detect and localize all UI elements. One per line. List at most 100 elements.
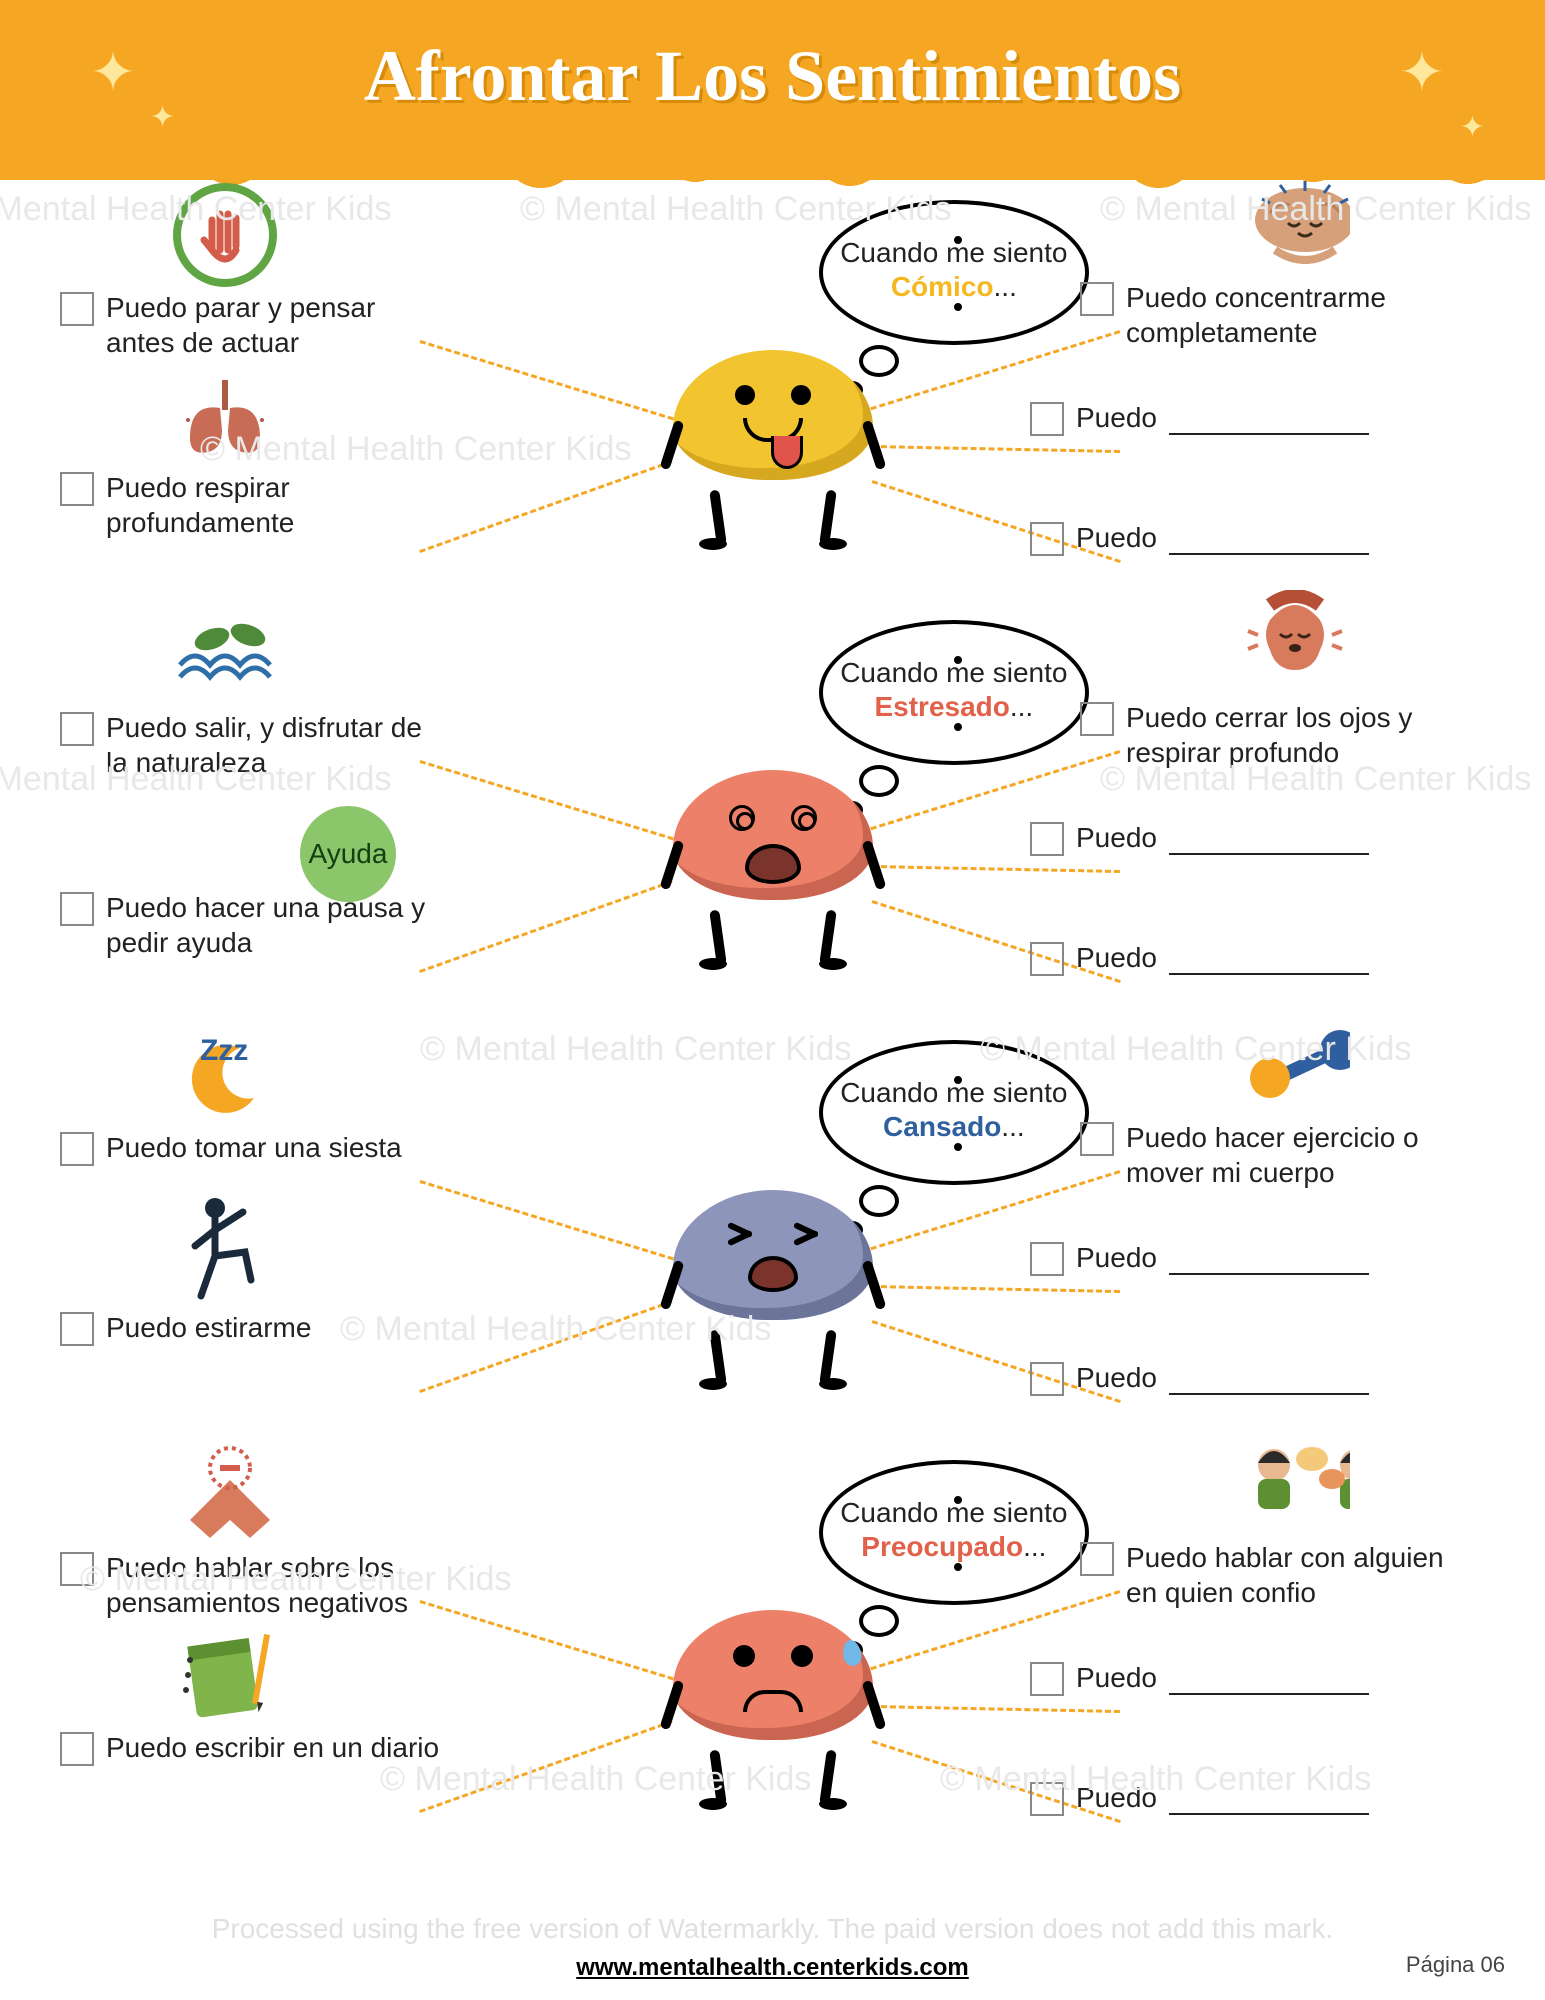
item-text: Puedo <box>1076 940 1369 975</box>
coping-item: Puedo hablar sobre los pensamientos nega… <box>60 1550 440 1620</box>
checkbox[interactable] <box>1030 1362 1064 1396</box>
speech-bubble: Cuando me siento Cómico... <box>819 200 1099 365</box>
coping-item-blank: Puedo <box>1030 1660 1369 1696</box>
checkbox[interactable] <box>60 712 94 746</box>
checkbox[interactable] <box>60 1552 94 1586</box>
ayuda-badge-icon: Ayuda <box>300 806 396 902</box>
coping-item: Puedo estirarme <box>60 1310 311 1346</box>
coping-item: Puedo hacer ejercicio o mover mi cuerpo <box>1080 1120 1460 1190</box>
item-text: Puedo <box>1076 1360 1369 1395</box>
checkbox[interactable] <box>60 1312 94 1346</box>
nature-icon <box>170 600 280 710</box>
sparkle-icon: ✦ <box>1460 110 1485 145</box>
blank-line[interactable] <box>1169 407 1369 435</box>
journal-icon <box>170 1620 280 1730</box>
blank-line[interactable] <box>1169 827 1369 855</box>
svg-text:Zzz: Zzz <box>200 1034 248 1067</box>
item-text: Puedo hacer ejercicio o mover mi cuerpo <box>1126 1120 1460 1190</box>
checkbox[interactable] <box>60 1132 94 1166</box>
brain-character <box>663 770 883 920</box>
watermark-footer: Processed using the free version of Wate… <box>60 1913 1485 1945</box>
checkbox[interactable] <box>1080 1542 1114 1576</box>
checkbox[interactable] <box>1030 522 1064 556</box>
talk-people-icon <box>1240 1430 1350 1540</box>
coping-item: Puedo parar y pensar antes de actuar <box>60 290 440 360</box>
bubble-prefix: Cuando me siento <box>823 236 1085 270</box>
feeling-word: Cómico <box>891 271 994 302</box>
relax-face-icon <box>1240 590 1350 700</box>
page-title: Afrontar Los Sentimientos <box>0 35 1545 118</box>
checkbox[interactable] <box>1080 282 1114 316</box>
checkbox[interactable] <box>60 892 94 926</box>
brain-character <box>663 1190 883 1340</box>
item-text: Puedo <box>1076 1780 1369 1815</box>
checkbox[interactable] <box>1030 402 1064 436</box>
coping-item: Puedo concentrarme completamente <box>1080 280 1460 350</box>
item-text: Puedo <box>1076 1240 1369 1275</box>
header-banner: ✦ ✦ ✦ ✦ Afrontar Los Sentimientos <box>0 0 1545 180</box>
checkbox[interactable] <box>1030 1782 1064 1816</box>
item-text: Puedo <box>1076 820 1369 855</box>
worksheet-content: Cuando me siento Cómico... Puedo parar y… <box>0 200 1545 1940</box>
item-text: Puedo <box>1076 400 1369 435</box>
coping-item-blank: Puedo <box>1030 1240 1369 1276</box>
checkbox[interactable] <box>60 472 94 506</box>
sparkle-icon: ✦ <box>90 40 136 104</box>
item-text: Puedo hablar sobre los pensamientos nega… <box>106 1550 440 1620</box>
coping-item-blank: Puedo <box>1030 400 1369 436</box>
item-text: Puedo hacer una pausa y pedir ayuda <box>106 890 440 960</box>
bubble-prefix: Cuando me siento <box>823 656 1085 690</box>
blank-line[interactable] <box>1169 1787 1369 1815</box>
checkbox[interactable] <box>1080 702 1114 736</box>
item-text: Puedo escribir en un diario <box>106 1730 439 1765</box>
checkbox[interactable] <box>1030 942 1064 976</box>
bubble-prefix: Cuando me siento <box>823 1496 1085 1530</box>
page-number: Página 06 <box>1406 1952 1505 1978</box>
checkbox[interactable] <box>1030 1662 1064 1696</box>
checkbox[interactable] <box>60 1732 94 1766</box>
coping-item-blank: Puedo <box>1030 520 1369 556</box>
item-text: Puedo concentrarme completamente <box>1126 280 1460 350</box>
checkbox[interactable] <box>60 292 94 326</box>
checkbox[interactable] <box>1030 822 1064 856</box>
speech-bubble: Cuando me siento Estresado... <box>819 620 1099 785</box>
coping-item-blank: Puedo <box>1030 940 1369 976</box>
coping-item-blank: Puedo <box>1030 820 1369 856</box>
coping-item: Puedo respirar profundamente <box>60 470 440 540</box>
feeling-word: Preocupado <box>861 1531 1023 1562</box>
feeling-word: Cansado <box>883 1111 1001 1142</box>
stop-hand-icon <box>170 180 280 290</box>
footer: www.mentalhealth.centerkids.com <box>0 1954 1545 1982</box>
coping-item: Puedo salir, y disfrutar de la naturalez… <box>60 710 440 780</box>
item-text: Puedo <box>1076 520 1369 555</box>
item-text: Puedo parar y pensar antes de actuar <box>106 290 440 360</box>
meditate-brain-icon <box>1240 170 1350 280</box>
stretch-icon <box>170 1200 280 1310</box>
coping-item-blank: Puedo <box>1030 1780 1369 1816</box>
no-negative-icon <box>170 1440 280 1550</box>
brain-character <box>663 1610 883 1760</box>
item-text: Puedo salir, y disfrutar de la naturalez… <box>106 710 440 780</box>
coping-item: Puedo hablar con alguien en quien confio <box>1080 1540 1460 1610</box>
sparkle-icon: ✦ <box>1399 40 1445 104</box>
speech-bubble: Cuando me siento Cansado... <box>819 1040 1099 1205</box>
coping-item-blank: Puedo <box>1030 1360 1369 1396</box>
blank-line[interactable] <box>1169 947 1369 975</box>
blank-line[interactable] <box>1169 1667 1369 1695</box>
item-text: Puedo estirarme <box>106 1310 311 1345</box>
item-text: Puedo cerrar los ojos y respirar profund… <box>1126 700 1460 770</box>
coping-item: Puedo escribir en un diario <box>60 1730 439 1766</box>
item-text: Puedo tomar una siesta <box>106 1130 402 1165</box>
dumbbell-icon <box>1240 1010 1350 1120</box>
item-text: Puedo <box>1076 1660 1369 1695</box>
blank-line[interactable] <box>1169 527 1369 555</box>
blank-line[interactable] <box>1169 1247 1369 1275</box>
footer-url: www.mentalhealth.centerkids.com <box>576 1954 969 1981</box>
checkbox[interactable] <box>1080 1122 1114 1156</box>
sparkle-icon: ✦ <box>150 100 175 135</box>
checkbox[interactable] <box>1030 1242 1064 1276</box>
blank-line[interactable] <box>1169 1367 1369 1395</box>
item-text: Puedo hablar con alguien en quien confio <box>1126 1540 1460 1610</box>
bubble-prefix: Cuando me siento <box>823 1076 1085 1110</box>
speech-bubble: Cuando me siento Preocupado... <box>819 1460 1099 1625</box>
